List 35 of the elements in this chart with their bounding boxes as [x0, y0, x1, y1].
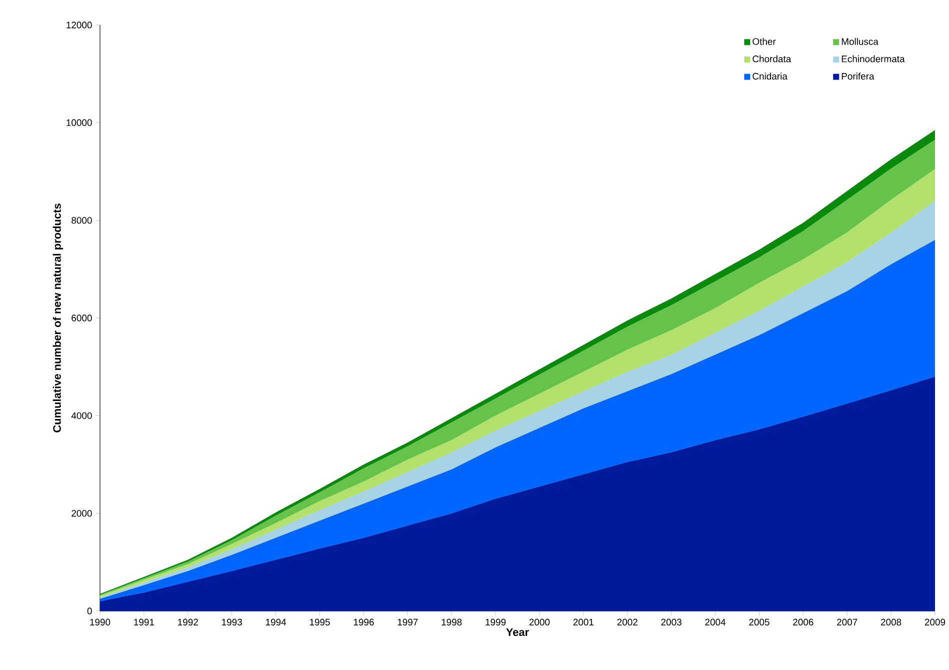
y-tick-label: 12000 [66, 22, 92, 28]
x-tick-label: 2005 [749, 618, 770, 626]
x-tick-label: 1990 [90, 618, 110, 626]
x-tick-label: 2006 [793, 618, 814, 626]
legend-label: Echinodermata [842, 55, 905, 62]
y-tick-label: 4000 [71, 412, 92, 420]
legend-label: Mollusca [842, 38, 878, 45]
x-tick-label: 1999 [486, 618, 506, 626]
y-tick-label: 8000 [72, 216, 92, 224]
legend-label: Other [752, 38, 776, 45]
legend-label: Porifera [842, 72, 874, 80]
y-axis-title: Cumulative number of new natural products [52, 204, 64, 432]
x-tick-label: 2000 [529, 618, 550, 626]
x-tick-label: 1997 [398, 618, 418, 626]
x-tick-label: 2001 [573, 618, 594, 626]
legend-label: Cnidaria [752, 72, 788, 80]
x-tick-label: 1995 [310, 618, 330, 626]
x-tick-label: 1993 [222, 618, 242, 626]
x-axis-title: Year [506, 628, 529, 636]
x-tick-label: 2009 [924, 618, 946, 626]
x-tick-label: 2008 [881, 618, 902, 626]
x-tick-label: 1992 [178, 618, 198, 626]
legend-label: Chordata [752, 55, 792, 62]
x-tick-label: 2004 [705, 618, 726, 626]
x-tick-label: 1994 [266, 618, 286, 626]
x-tick-label: 1991 [134, 618, 154, 626]
x-tick-label: 2002 [617, 618, 638, 626]
y-tick-label: 6000 [72, 314, 92, 322]
y-tick-label: 0 [87, 608, 92, 614]
y-tick-label: 10000 [66, 119, 92, 126]
x-tick-label: 1998 [442, 618, 462, 626]
x-tick-label: 2007 [837, 618, 858, 626]
y-tick-label: 2000 [72, 510, 92, 517]
x-tick-label: 1996 [354, 618, 374, 626]
x-tick-label: 2003 [661, 618, 682, 626]
